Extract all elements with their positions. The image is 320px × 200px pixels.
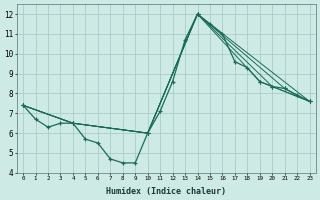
X-axis label: Humidex (Indice chaleur): Humidex (Indice chaleur) <box>106 187 226 196</box>
